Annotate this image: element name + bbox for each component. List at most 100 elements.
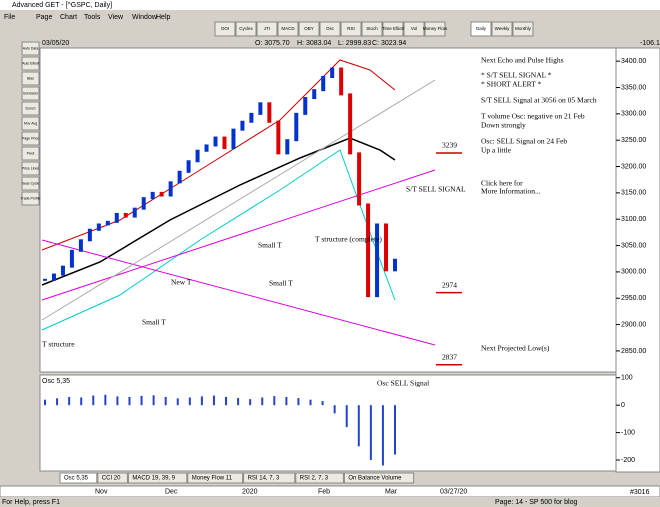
palette-button xyxy=(21,161,40,176)
trend-line xyxy=(41,239,436,346)
palette-label: Pivot xyxy=(27,151,35,155)
note: * S/T SELL SIGNAL * xyxy=(481,71,552,80)
price-bar xyxy=(195,149,200,163)
toolbar-button[interactable] xyxy=(382,21,404,37)
toolbar-button[interactable] xyxy=(470,21,492,37)
toolbar-label: RSI xyxy=(347,26,355,31)
osc-bar xyxy=(176,398,179,406)
y-tick-label: 2900.00 xyxy=(621,321,646,328)
toolbar-button[interactable] xyxy=(214,21,236,37)
note: T volume Osc: negative on 21 Feb xyxy=(481,112,585,121)
osc-bar xyxy=(261,397,264,406)
note: Osc: SELL Signal on 24 Feb xyxy=(481,137,567,146)
tab[interactable] xyxy=(97,472,128,484)
menu-item: Tools xyxy=(84,14,101,21)
osc-bar xyxy=(92,395,95,406)
toolbar-button[interactable] xyxy=(361,21,383,37)
tab[interactable] xyxy=(187,472,244,484)
y-tick-label: 3000.00 xyxy=(621,269,646,276)
status-bar xyxy=(0,497,660,507)
osc-bar xyxy=(273,396,276,406)
toolbar-button[interactable] xyxy=(319,21,341,37)
tab[interactable] xyxy=(243,472,296,484)
header-change: -106.18 xyxy=(640,40,660,47)
y-tick-label: 3300.00 xyxy=(621,111,646,118)
toolbar-button[interactable] xyxy=(340,21,362,37)
price-bar xyxy=(375,223,380,298)
x-tick-label: Feb xyxy=(318,488,330,495)
toolbar-label: Time Elliott xyxy=(382,26,405,31)
price-bar xyxy=(96,223,101,231)
trend-line xyxy=(41,169,436,301)
price-bar xyxy=(114,212,119,223)
trend-line xyxy=(41,79,436,321)
date-end: 03/27/20 xyxy=(440,488,467,495)
palette-label: Price Lines xyxy=(22,166,40,170)
moving-average xyxy=(41,137,396,286)
y-tick-label: 2950.00 xyxy=(621,295,646,302)
price-bar xyxy=(384,223,389,272)
osc-bar xyxy=(225,396,228,406)
header-high: H: 3083.04 xyxy=(297,40,331,47)
price-bar xyxy=(267,102,272,123)
toolbar-button[interactable] xyxy=(424,21,446,37)
price-bar xyxy=(132,207,137,218)
note: S/T SELL Signal at 3056 on 05 March xyxy=(481,96,597,105)
chart-label: T structure (complete) xyxy=(315,235,382,244)
tab[interactable] xyxy=(343,472,415,484)
note[interactable]: More Information... xyxy=(481,187,541,196)
toolbar-label: OBY xyxy=(304,26,314,31)
palette-button xyxy=(21,131,40,146)
osc-bar xyxy=(309,399,312,406)
note[interactable]: Click here for xyxy=(481,179,523,188)
chart-label: New T xyxy=(171,278,192,287)
y-tick-label: -200 xyxy=(621,457,635,464)
tab[interactable] xyxy=(59,472,98,484)
palette-label: Auto Data xyxy=(23,46,39,50)
toolbar-button[interactable] xyxy=(235,21,257,37)
price-bar xyxy=(366,203,371,298)
osc-bar xyxy=(164,396,167,406)
palette-button xyxy=(21,191,40,206)
tab[interactable] xyxy=(295,472,344,484)
price-bar xyxy=(240,120,245,131)
y-tick-label: 3400.00 xyxy=(621,58,646,65)
toolbar-label: Weekly xyxy=(495,26,510,31)
palette-button xyxy=(21,146,40,161)
toolbar-button[interactable] xyxy=(298,21,320,37)
toolbar-button[interactable] xyxy=(491,21,513,37)
toolbar-button[interactable] xyxy=(512,21,534,37)
osc-pane xyxy=(39,374,617,472)
osc-bar xyxy=(249,399,252,406)
chart-label: Small T xyxy=(269,279,293,288)
toolbar-label: Stoch xyxy=(366,26,378,31)
toolbar-label: Daily xyxy=(476,26,487,31)
note: Down strongly xyxy=(481,121,526,130)
toolbar-label: Vol xyxy=(411,26,417,31)
toolbar-button[interactable] xyxy=(403,21,425,37)
palette-label: Seas Cycle xyxy=(22,181,40,185)
toolbar-button[interactable] xyxy=(256,21,278,37)
tab-label: Osc 5,35 xyxy=(64,476,89,482)
osc-bar xyxy=(345,405,348,428)
price-bar xyxy=(339,67,344,96)
osc-bar xyxy=(152,395,155,406)
tab-label: RSI 14, 7, 3 xyxy=(248,476,280,482)
price-bar xyxy=(357,152,362,206)
toolbar-button[interactable] xyxy=(277,21,299,37)
osc-bar xyxy=(297,398,300,406)
palette-button xyxy=(21,101,40,116)
tab-label: Money Flow 11 xyxy=(192,476,233,482)
osc-bar xyxy=(357,405,360,447)
price-bar xyxy=(276,120,281,155)
osc-bar xyxy=(237,398,240,406)
level-label: 3239 xyxy=(442,141,457,150)
price-bar xyxy=(159,191,164,197)
y-tick-label: -100 xyxy=(621,429,635,436)
y-tick-label: 3100.00 xyxy=(621,216,646,223)
menu-item: Window xyxy=(132,14,158,21)
palette-label: Donch xyxy=(25,106,35,110)
toolbar-label: Money Flow xyxy=(423,26,448,31)
tab[interactable] xyxy=(127,472,188,484)
